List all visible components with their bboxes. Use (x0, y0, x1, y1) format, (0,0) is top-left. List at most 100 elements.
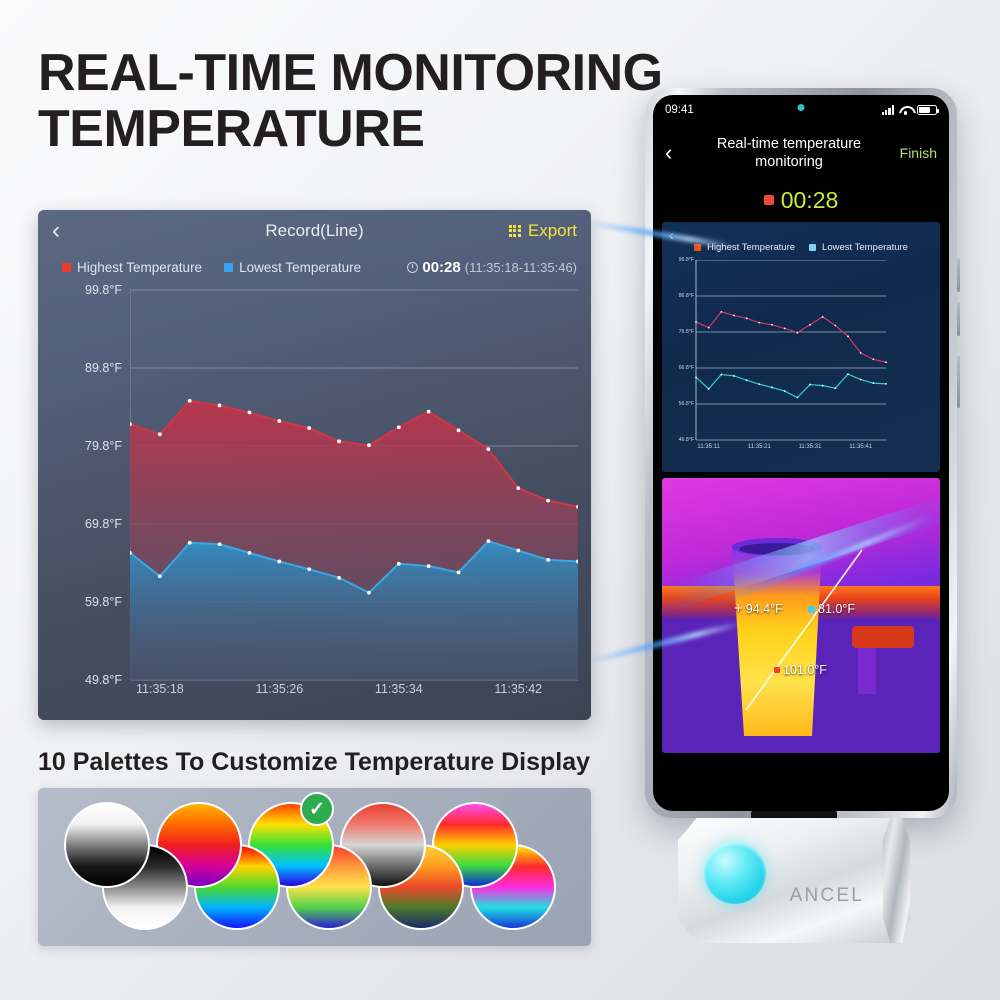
chevron-left-icon[interactable]: ‹ (669, 227, 674, 243)
x-tick-label: 11:35:42 (494, 682, 543, 696)
legend-item-highest: Highest Temperature (62, 260, 202, 275)
y-tick-label: 49.8°F (85, 673, 122, 687)
data-point (546, 557, 551, 562)
data-point (247, 410, 252, 415)
data-point (337, 575, 341, 580)
y-tick-label: 79.8°F (85, 439, 122, 453)
data-point (130, 422, 132, 427)
status-icons (881, 104, 939, 116)
data-point (367, 443, 371, 448)
mini-data-point (872, 382, 875, 385)
y-tick-label: 59.8°F (85, 595, 122, 609)
status-time: 09:41 (665, 104, 694, 116)
finish-button[interactable]: Finish (899, 145, 937, 161)
mini-data-point (796, 396, 799, 399)
app-nav-bar: ‹ Real-time temperature monitoring Finis… (653, 125, 949, 181)
mini-data-point (859, 351, 862, 354)
mini-data-point (771, 323, 773, 326)
data-point (337, 439, 341, 444)
headline-accent: REAL-TIME (38, 44, 317, 102)
mini-line-chart (695, 259, 887, 441)
mini-data-point (885, 361, 887, 364)
chevron-left-icon[interactable]: ‹ (665, 140, 673, 165)
duration-value: 00:28 (422, 258, 461, 276)
data-point (217, 542, 222, 547)
thermal-render (662, 478, 940, 753)
mini-legend-item-lowest: Lowest Temperature (809, 242, 908, 253)
mini-y-tick-label: 56.8°F (678, 401, 694, 407)
mini-legend-label-lowest: Lowest Temperature (822, 242, 908, 253)
x-tick-label: 11:35:18 (135, 682, 184, 696)
data-point (277, 559, 282, 564)
mini-data-point (720, 310, 723, 313)
phone-mini-chart: ‹ Highest Temperature Lowest Temperature… (662, 222, 940, 472)
mini-data-point (783, 327, 786, 330)
mini-data-point (834, 387, 837, 390)
phone-screen: 09:41 ‹ Real-time temperature monitoring… (653, 95, 949, 811)
thermal-hot-value: 101.0°F (783, 663, 827, 677)
mini-y-tick-label: 66.8°F (678, 365, 694, 371)
mini-data-point (859, 378, 862, 381)
mini-data-point (695, 376, 697, 379)
mini-data-point (796, 331, 799, 334)
mini-data-point (783, 390, 786, 392)
check-icon: ✓ (300, 792, 334, 826)
mini-legend-item-highest: Highest Temperature (694, 242, 795, 253)
ancel-thermal-dongle: ANCEL (678, 811, 910, 943)
phone-button-power[interactable] (957, 356, 960, 408)
data-point (157, 432, 162, 437)
phone-button-volume-down[interactable] (957, 302, 960, 336)
mini-data-point (707, 387, 710, 390)
mini-data-point (771, 386, 773, 389)
data-point (426, 564, 431, 569)
data-point (546, 498, 551, 503)
data-point (367, 590, 371, 595)
mini-data-point (733, 375, 735, 377)
palette-swatch-white-hot[interactable] (64, 802, 150, 888)
mini-x-tick-label: 11:35:31 (798, 444, 822, 450)
data-point (486, 447, 491, 452)
crosshair-icon: + (734, 600, 743, 617)
y-tick-label: 69.8°F (85, 517, 122, 531)
data-point (396, 561, 401, 566)
legend-swatch-highest (62, 262, 71, 272)
data-point (516, 548, 521, 553)
export-button[interactable]: Export (508, 221, 577, 241)
chevron-left-icon[interactable]: ‹ (52, 217, 60, 244)
x-tick-label: 11:35:26 (255, 682, 304, 696)
battery-icon (917, 104, 939, 116)
mini-legend-label-highest: Highest Temperature (707, 242, 796, 253)
mini-data-point (872, 358, 875, 361)
led-indicator-icon (704, 842, 766, 904)
series-line-lowest (130, 540, 578, 594)
data-point (277, 419, 282, 423)
phone-mockup: 09:41 ‹ Real-time temperature monitoring… (645, 88, 960, 818)
app-title: Real-time temperature monitoring (716, 135, 862, 170)
duration-range: (11:35:18-11:35:46) (464, 259, 577, 275)
page-headline: REAL-TIME MONITORING TEMPERATURE (38, 45, 718, 157)
mini-series-lowest (695, 373, 887, 399)
record-duration: 00:28 (11:35:18-11:35:46) (407, 259, 577, 276)
y-tick-label: 89.8°F (85, 361, 122, 375)
record-card-topbar: ‹ Record(Line) Export (38, 210, 591, 252)
y-axis-labels: 99.8°F 89.8°F 79.8°F 69.8°F 59.8°F 49.8°F (38, 282, 130, 687)
data-point (576, 559, 578, 564)
headline-line2: TEMPERATURE (38, 100, 425, 159)
y-tick-label: 99.8°F (85, 283, 122, 297)
phone-status-bar: 09:41 (653, 95, 949, 125)
record-card-legend-row: Highest Temperature Lowest Temperature 0… (38, 252, 591, 282)
mini-data-point (885, 382, 887, 385)
mini-data-point (809, 383, 811, 386)
mini-data-point (758, 383, 761, 386)
mini-legend-swatch-highest (694, 244, 702, 251)
data-point (217, 403, 222, 408)
mini-data-point (720, 373, 723, 376)
palettes-panel: ✓ (38, 788, 591, 946)
mini-data-point (847, 335, 849, 338)
legend-label-highest: Highest Temperature (77, 259, 203, 275)
mini-series-highest (695, 311, 887, 363)
phone-button-volume-up[interactable] (957, 258, 960, 292)
legend-swatch-lowest (224, 262, 234, 272)
mini-data-point (695, 321, 697, 323)
mini-x-tick-label: 11:35:21 (747, 444, 771, 450)
